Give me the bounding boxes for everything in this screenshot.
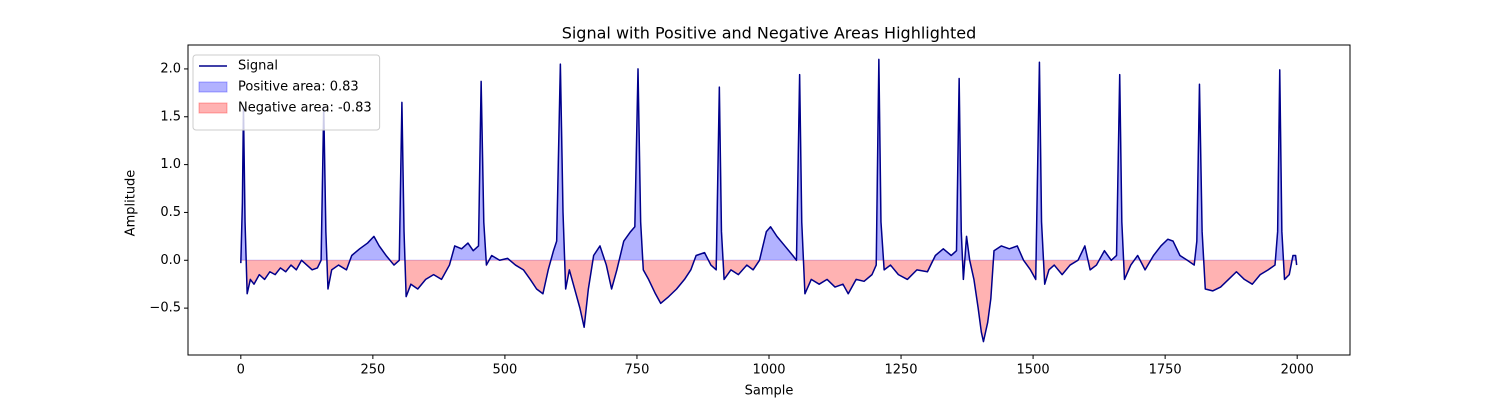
x-tick-label: 1000 (752, 363, 785, 378)
x-tick-label: 1250 (884, 363, 917, 378)
legend-swatch (198, 81, 228, 93)
x-tick-label: 500 (492, 363, 517, 378)
y-tick-label: 2.0 (160, 61, 181, 76)
positive-area (240, 59, 1298, 261)
legend-label: Negative area: -0.83 (238, 101, 372, 116)
x-tick-label: 250 (360, 363, 385, 378)
negative-area (240, 260, 1298, 342)
x-tick-label: 0 (237, 363, 245, 378)
signal-line (240, 58, 1298, 343)
chart-title: Signal with Positive and Negative Areas … (562, 24, 977, 43)
x-axis-label: Sample (745, 384, 794, 399)
legend-label: Signal (238, 59, 278, 74)
legend-label: Positive area: 0.83 (238, 80, 359, 95)
y-tick-label: 1.5 (160, 109, 181, 124)
y-tick-label: −0.5 (149, 301, 181, 316)
legend: Signal Positive area: 0.83 Negative area: … (192, 54, 381, 131)
x-tick-label: 2000 (1281, 363, 1314, 378)
x-tick-label: 750 (625, 363, 650, 378)
x-tick-label: 1750 (1149, 363, 1182, 378)
x-tick-label: 1500 (1017, 363, 1050, 378)
y-tick-label: 1.0 (160, 157, 181, 172)
legend-swatch (198, 102, 228, 114)
y-axis-label: Amplitude (124, 170, 139, 237)
legend-box (192, 54, 381, 131)
y-tick-label: 0.5 (160, 205, 181, 220)
y-tick-label: 0.0 (160, 253, 181, 268)
